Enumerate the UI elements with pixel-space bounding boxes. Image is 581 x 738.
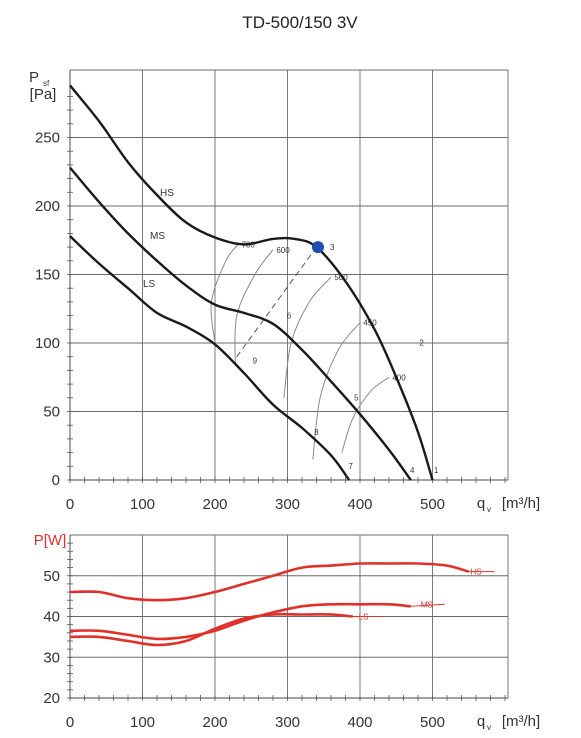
iso-speed-line <box>312 322 361 460</box>
power-curve-hs <box>69 562 470 602</box>
point-label: 2 <box>419 339 424 348</box>
iso-speed-label: 500 <box>334 273 348 282</box>
point-label: 7 <box>348 462 353 471</box>
series-label-ls: LS <box>359 613 369 622</box>
series-label-hs: HS <box>160 188 174 199</box>
pressure-grid <box>67 69 509 483</box>
y-tick-label: 40 <box>43 609 60 626</box>
power-labels: P[W] q v [m³/h] HS MS LS <box>34 532 540 732</box>
iso-speed-line <box>210 244 239 344</box>
series-label-ls: LS <box>143 279 156 290</box>
y-tick-label: 50 <box>43 568 60 585</box>
point-label: 9 <box>253 357 258 366</box>
x-axis-label-main: q <box>477 713 485 730</box>
y-axis-label-sub: sf <box>43 79 50 88</box>
y-tick-label: 30 <box>43 649 60 666</box>
x-axis-label-main: q <box>477 495 485 512</box>
point-label: 5 <box>354 394 359 403</box>
x-axis-label-sub: v <box>487 723 491 732</box>
y-axis-label: P[W] <box>34 532 67 549</box>
y-tick-label: 50 <box>43 404 60 421</box>
point-label: 8 <box>314 428 319 437</box>
y-tick-label: 200 <box>35 198 60 215</box>
power-ticks: 0 100 200 300 400 500 20 30 40 50 <box>43 568 445 731</box>
power-curves <box>69 562 494 647</box>
x-tick-label: 100 <box>130 714 155 731</box>
x-tick-label: 200 <box>202 496 227 513</box>
power-grid <box>67 534 509 701</box>
power-chart: 0 100 200 300 400 500 20 30 40 50 P[W] q v [m³/h] HS M… <box>34 532 540 732</box>
x-tick-label: 300 <box>275 496 300 513</box>
x-tick-label: 400 <box>347 714 372 731</box>
y-tick-label: 20 <box>43 690 60 707</box>
pressure-curve-ms <box>69 166 412 481</box>
iso-speed-label: 600 <box>276 246 290 255</box>
x-tick-label: 500 <box>420 496 445 513</box>
x-tick-label: 0 <box>66 714 74 731</box>
y-tick-label: 100 <box>35 335 60 352</box>
series-label-ms: MS <box>421 600 433 609</box>
x-tick-label: 100 <box>130 496 155 513</box>
chart-title: TD-500/150 3V <box>242 13 358 32</box>
x-axis-unit: [m³/h] <box>502 495 540 512</box>
x-tick-label: 200 <box>202 714 227 731</box>
x-axis-unit: [m³/h] <box>502 713 540 730</box>
x-tick-label: 400 <box>347 496 372 513</box>
x-tick-label: 300 <box>275 714 300 731</box>
power-curve-ls <box>69 612 353 647</box>
y-tick-label: 0 <box>52 472 60 489</box>
pressure-curves <box>69 84 434 481</box>
y-tick-label: 250 <box>35 130 60 147</box>
system-line <box>236 246 317 357</box>
operating-point-label: 3 <box>330 243 335 252</box>
x-tick-label: 0 <box>66 496 74 513</box>
pressure-curve-hs <box>69 84 434 481</box>
x-axis-label-sub: v <box>487 505 491 514</box>
iso-speed-line <box>234 249 274 364</box>
iso-speed-line <box>283 276 332 398</box>
y-axis-label-main: P <box>29 69 39 86</box>
x-tick-label: 500 <box>420 714 445 731</box>
iso-speed-label: 400 <box>392 373 406 382</box>
leader-line <box>410 603 445 607</box>
series-label-ms: MS <box>150 231 165 242</box>
y-axis-unit: [Pa] <box>30 86 57 103</box>
pressure-ticks: 0 100 200 300 400 500 0 50 100 150 200 250 <box>35 130 445 514</box>
y-tick-label: 150 <box>35 267 60 284</box>
point-label: 1 <box>434 466 439 475</box>
power-curve-ms <box>69 602 411 641</box>
point-label: 6 <box>287 311 292 320</box>
pressure-curve-ls <box>69 235 351 481</box>
iso-speed-line <box>341 376 390 453</box>
operating-point <box>311 241 324 254</box>
point-label: 4 <box>410 466 415 475</box>
series-label-hs: HS <box>470 568 481 577</box>
